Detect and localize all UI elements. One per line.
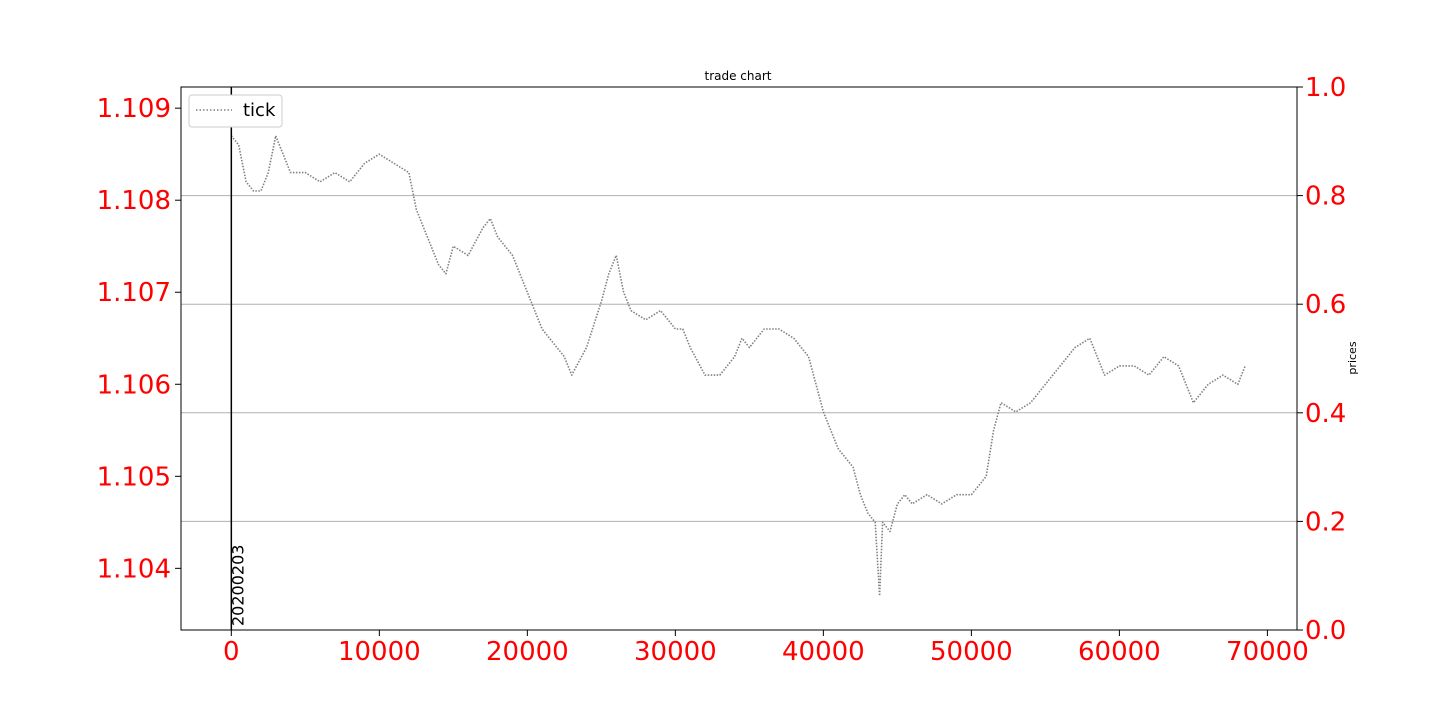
left-tick-label-2: 1.106 — [97, 370, 171, 400]
left-tick-label-5: 1.109 — [97, 94, 171, 124]
bottom-tick-label-0: 0 — [223, 637, 240, 667]
left-axis: 1.104 1.105 1.106 1.107 1.108 1.109 — [97, 94, 181, 584]
right-axis-label: prices — [1346, 341, 1359, 374]
legend-box — [188, 94, 283, 128]
right-tick-label-1: 0.2 — [1305, 507, 1346, 537]
marker-layer: 20200203 — [228, 87, 247, 630]
left-tick-label-4: 1.108 — [97, 186, 171, 216]
bottom-tick-label-6: 60000 — [1078, 637, 1161, 667]
legend: tick — [188, 94, 283, 128]
bottom-tick-label-5: 50000 — [930, 637, 1013, 667]
left-tick-label-0: 1.104 — [97, 554, 171, 584]
right-tick-label-5: 1.0 — [1305, 73, 1346, 103]
left-tick-label-1: 1.105 — [97, 462, 171, 492]
right-axis: 0.0 0.2 0.4 0.6 0.8 1.0 — [1297, 73, 1346, 646]
bottom-tick-label-1: 10000 — [338, 637, 421, 667]
vertical-marker-label-0: 20200203 — [228, 545, 247, 626]
right-tick-label-0: 0.0 — [1305, 616, 1346, 646]
bottom-axis: 0 10000 20000 30000 40000 50000 60000 70000 — [223, 630, 1309, 667]
right-tick-label-3: 0.6 — [1305, 290, 1346, 320]
chart-title: trade chart — [704, 69, 771, 83]
bottom-tick-label-4: 40000 — [782, 637, 865, 667]
series-line-tick — [230, 135, 1246, 597]
left-tick-label-3: 1.107 — [97, 278, 171, 308]
plot-frame — [180, 86, 1298, 631]
grid-layer — [181, 195, 1297, 522]
bottom-tick-label-7: 70000 — [1226, 637, 1309, 667]
legend-entry-tick: tick — [243, 100, 276, 121]
bottom-tick-label-3: 30000 — [634, 637, 717, 667]
right-tick-label-4: 0.8 — [1305, 182, 1346, 212]
series-layer — [230, 135, 1246, 597]
bottom-tick-label-2: 20000 — [486, 637, 569, 667]
right-tick-label-2: 0.4 — [1305, 399, 1346, 429]
